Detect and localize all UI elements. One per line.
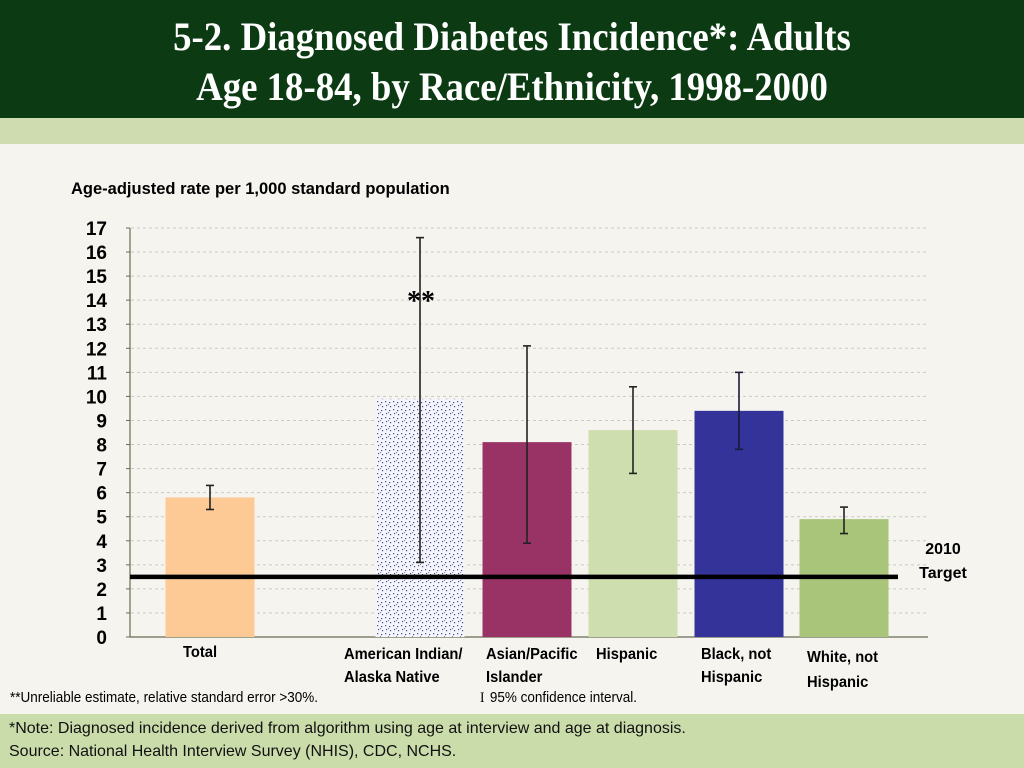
methodology-note: *Note: Diagnosed incidence derived from … xyxy=(9,720,686,737)
x-category-label: Alaska Native xyxy=(344,668,440,686)
confidence-interval-legend-text: 95% confidence interval. xyxy=(489,689,637,706)
unreliable-estimate-marker: ** xyxy=(407,286,435,317)
x-category-label: Total xyxy=(183,643,217,661)
source-note: Source: National Health Interview Survey… xyxy=(9,743,457,760)
x-category-label: Hispanic xyxy=(807,673,869,691)
x-category-label: Islander xyxy=(486,668,542,686)
y-tick-label: 3 xyxy=(96,556,107,577)
y-tick-label: 1 xyxy=(96,604,107,625)
y-tick-label: 11 xyxy=(87,363,108,384)
x-category-label: Black, not xyxy=(701,645,771,663)
y-axis-label: Age-adjusted rate per 1,000 standard pop… xyxy=(71,180,450,198)
title-accent-band xyxy=(0,118,1024,144)
error-bar-icon: I xyxy=(480,690,485,706)
confidence-interval-legend: I 95% confidence interval. xyxy=(480,689,637,707)
y-tick-label: 10 xyxy=(86,387,107,408)
y-tick-label: 16 xyxy=(86,243,107,264)
target-label: 2010 xyxy=(925,541,961,558)
bar-total xyxy=(165,497,255,637)
source-note-box: *Note: Diagnosed incidence derived from … xyxy=(0,714,1024,768)
chart-title-line-1: 5-2. Diagnosed Diabetes Incidence*: Adul… xyxy=(173,14,851,59)
y-tick-label: 15 xyxy=(86,267,108,288)
y-tick-label: 4 xyxy=(96,532,107,553)
y-tick-label: 2 xyxy=(96,580,107,601)
y-tick-label: 14 xyxy=(86,291,108,312)
y-tick-label: 5 xyxy=(96,508,107,529)
y-tick-label: 7 xyxy=(96,460,107,481)
x-category-label: American Indian/ xyxy=(344,645,463,663)
unreliable-estimate-footnote: **Unreliable estimate, relative standard… xyxy=(10,689,319,706)
x-category-label: White, not xyxy=(807,648,878,666)
title-banner: 5-2. Diagnosed Diabetes Incidence*: Adul… xyxy=(0,0,1024,118)
y-tick-label: 6 xyxy=(96,484,107,505)
x-category-label: Asian/Pacific xyxy=(486,645,578,663)
y-tick-label: 8 xyxy=(96,436,107,457)
x-category-label: Hispanic xyxy=(701,668,763,686)
chart-title-line-2: Age 18-84, by Race/Ethnicity, 1998-2000 xyxy=(196,64,828,109)
target-label: Target xyxy=(919,565,967,582)
y-tick-label: 0 xyxy=(96,628,107,649)
y-tick-label: 17 xyxy=(86,219,107,240)
y-tick-label: 9 xyxy=(96,411,107,432)
y-tick-label: 13 xyxy=(86,315,107,336)
x-category-label: Hispanic xyxy=(596,645,658,663)
y-tick-label: 12 xyxy=(86,339,107,360)
